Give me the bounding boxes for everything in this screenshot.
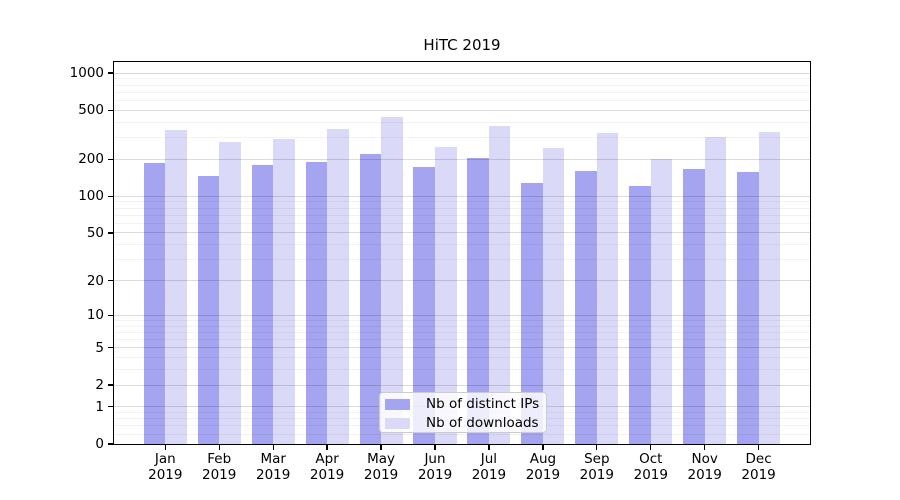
- y-tick-label: 2: [95, 377, 104, 393]
- bar-distinct-ips-apr: [305, 162, 328, 444]
- bar-distinct-ips-jun: [413, 167, 435, 444]
- bar-distinct-ips-dec: [737, 172, 759, 444]
- bar-downloads-nov: [704, 136, 727, 444]
- bar-downloads-oct: [650, 159, 673, 444]
- major-gridline: [114, 109, 810, 111]
- x-tick-label: Aug 2019: [525, 451, 561, 483]
- y-tick-mark: [108, 232, 114, 234]
- legend: Nb of distinct IPs Nb of downloads: [379, 392, 547, 433]
- bar-downloads-mar: [273, 139, 295, 444]
- bar-downloads-may: [381, 117, 403, 444]
- y-tick-mark: [108, 384, 114, 386]
- bar-distinct-ips-feb: [197, 176, 220, 444]
- x-tick-mark: [488, 445, 490, 450]
- legend-swatch-distinct-ips: [385, 399, 410, 410]
- y-tick-label: 10: [86, 307, 104, 324]
- y-tick-label: 20: [86, 272, 104, 289]
- bar-distinct-ips-aug: [521, 183, 543, 444]
- y-tick-label: 5: [95, 339, 104, 356]
- bar-downloads-jul: [488, 126, 511, 444]
- bar-distinct-ips-jul: [467, 158, 489, 444]
- y-tick-label: 100: [78, 188, 104, 205]
- legend-swatch-downloads: [385, 418, 410, 429]
- bar-distinct-ips-oct: [629, 186, 651, 444]
- legend-label-distinct-ips: Nb of distinct IPs: [426, 396, 540, 412]
- x-tick-label: Dec 2019: [741, 451, 776, 483]
- x-tick-mark: [218, 445, 220, 450]
- x-tick-label: Nov 2019: [687, 451, 722, 483]
- major-gridline: [114, 72, 810, 74]
- legend-label-downloads: Nb of downloads: [426, 415, 539, 431]
- y-tick-label: 1000: [69, 65, 104, 81]
- x-tick-label: Apr 2019: [309, 451, 345, 483]
- y-tick-label: 200: [78, 151, 104, 168]
- bar-downloads-feb: [219, 141, 241, 444]
- y-tick-label: 500: [78, 102, 104, 119]
- y-tick-label: 50: [86, 224, 104, 241]
- legend-item-distinct-ips: Nb of distinct IPs: [385, 395, 546, 414]
- bar-distinct-ips-sep: [575, 170, 597, 444]
- y-tick-mark: [108, 347, 114, 349]
- bar-distinct-ips-mar: [251, 164, 274, 444]
- x-tick-mark: [326, 445, 328, 450]
- bar-distinct-ips-jan: [143, 163, 166, 444]
- minor-gridline: [114, 84, 810, 86]
- y-tick-mark: [108, 109, 114, 111]
- x-tick-mark: [757, 445, 760, 450]
- y-tick-label: 1: [95, 398, 104, 415]
- y-tick-mark: [108, 195, 114, 197]
- x-tick-label: Mar 2019: [256, 451, 291, 483]
- x-tick-mark: [434, 445, 436, 450]
- x-tick-label: Sep 2019: [579, 451, 614, 483]
- y-tick-mark: [108, 279, 114, 282]
- bar-distinct-ips-nov: [683, 169, 705, 444]
- x-tick-label: Oct 2019: [633, 451, 668, 483]
- x-tick-label: Jan 2019: [148, 451, 183, 483]
- x-tick-mark: [650, 445, 652, 450]
- y-tick-mark: [108, 406, 114, 408]
- bar-downloads-sep: [596, 133, 619, 444]
- plot-area: [113, 61, 811, 445]
- bar-downloads-jun: [435, 147, 457, 444]
- y-tick-mark: [108, 72, 114, 74]
- minor-gridline: [114, 99, 810, 101]
- x-tick-label: Jul 2019: [471, 451, 507, 483]
- y-tick-label: 0: [95, 436, 104, 452]
- x-tick-mark: [542, 445, 544, 450]
- x-tick-label: Feb 2019: [202, 451, 237, 483]
- x-tick-mark: [164, 445, 166, 450]
- minor-gridline: [114, 78, 810, 80]
- minor-gridline: [114, 91, 810, 93]
- x-tick-mark: [380, 445, 382, 450]
- chart-title: HiTC 2019: [423, 36, 501, 54]
- bar-downloads-apr: [327, 129, 349, 444]
- x-tick-mark: [596, 445, 598, 450]
- y-tick-mark: [108, 314, 114, 316]
- x-tick-mark: [272, 445, 274, 450]
- legend-item-downloads: Nb of downloads: [385, 414, 546, 433]
- bar-downloads-aug: [542, 148, 565, 444]
- y-tick-mark: [108, 158, 114, 160]
- bar-distinct-ips-may: [359, 153, 382, 444]
- x-tick-label: May 2019: [363, 451, 399, 483]
- bar-downloads-dec: [758, 131, 781, 444]
- y-tick-mark: [108, 443, 114, 445]
- x-tick-label: Jun 2019: [417, 451, 453, 483]
- x-tick-mark: [704, 445, 706, 450]
- minor-gridline: [114, 121, 810, 123]
- bar-downloads-jan: [165, 130, 187, 444]
